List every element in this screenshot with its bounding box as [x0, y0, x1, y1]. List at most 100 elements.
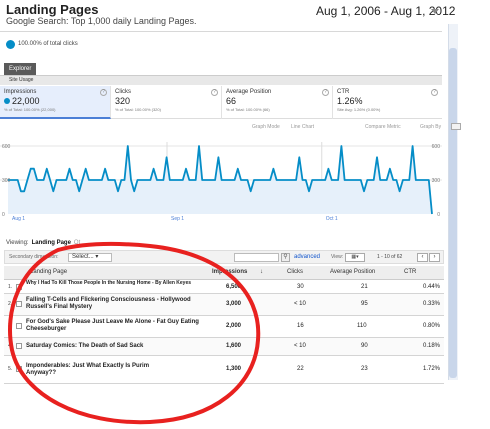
graph-by-label[interactable]: Graph By: [420, 124, 442, 130]
col-landing-page[interactable]: Landing Page: [30, 269, 68, 275]
table-row[interactable]: 2. Falling T-Cells and Flickering Consci…: [4, 294, 444, 316]
search-icon[interactable]: ⚲: [281, 253, 290, 262]
view-label: View:: [331, 254, 344, 260]
metric-value: 22,000: [4, 96, 110, 106]
pie-icon: [6, 40, 15, 49]
metric-value: 66: [226, 96, 237, 106]
tab-site-usage[interactable]: Site Usage: [9, 77, 34, 83]
row-checkbox[interactable]: [16, 366, 22, 372]
row-ctr: 0.44%: [423, 284, 441, 290]
row-checkbox[interactable]: [16, 284, 22, 290]
sort-down-icon[interactable]: ↓: [260, 269, 263, 275]
row-clicks: 22: [297, 366, 304, 372]
viewing-row: Viewing: Landing Page Ot: [6, 240, 80, 246]
table-row[interactable]: 3. For God's Sake Please Just Leave Me A…: [4, 316, 444, 338]
row-impressions: 2,000: [226, 323, 242, 329]
metric-total: % of Total: 100.00% (66): [226, 107, 270, 112]
row-checkbox[interactable]: [16, 301, 22, 307]
y-tick-label: 0: [437, 212, 440, 218]
metric-label: CTR: [337, 89, 350, 95]
line-chart-button[interactable]: Line Chart: [291, 124, 315, 130]
table-row[interactable]: 1. Why I Had To Kill Those People In the…: [4, 280, 444, 294]
row-ctr: 0.18%: [423, 343, 441, 349]
metric-label: Impressions: [4, 89, 37, 95]
secondary-dimension-select[interactable]: Select... ▾: [68, 253, 112, 262]
row-page-link[interactable]: Why I Had To Kill Those People In the Nu…: [26, 280, 192, 286]
metric-total: Site Avg: 1.26% (0.00%): [337, 107, 381, 112]
metric-value: 320: [115, 96, 131, 106]
col-ctr[interactable]: CTR: [404, 269, 417, 275]
metric-average-position[interactable]: Average Position 66 % of Total: 100.00% …: [222, 86, 333, 119]
row-checkbox[interactable]: [16, 343, 22, 349]
y-tick-label: 600: [432, 144, 441, 150]
row-avg-position: 21: [361, 284, 368, 290]
help-icon[interactable]: ?: [431, 89, 438, 96]
x-tick-label: Aug 1: [12, 216, 25, 222]
view-mode-select[interactable]: ▦▾: [345, 253, 365, 262]
compare-metric-button[interactable]: Compare Metric: [365, 124, 401, 130]
page-title: Landing Pages: [6, 2, 99, 17]
row-page-link[interactable]: For God's Sake Please Just Leave Me Alon…: [26, 319, 199, 332]
help-icon[interactable]: ?: [100, 89, 107, 96]
row-number: 1.: [8, 284, 13, 290]
help-icon[interactable]: ?: [211, 89, 218, 96]
row-clicks: 30: [297, 284, 304, 290]
metric-label: Average Position: [226, 89, 272, 95]
metric-impressions[interactable]: Impressions 22,000 % of Total: 100.00% (…: [0, 86, 111, 119]
chevron-right-icon: ›: [433, 254, 436, 260]
table-row[interactable]: 5. Imponderables: Just What Exactly Is P…: [4, 356, 444, 384]
row-page-link[interactable]: Falling T-Cells and Flickering Conscious…: [26, 297, 191, 310]
row-page-link[interactable]: Saturday Comics: The Death of Sad Sack: [26, 343, 144, 349]
graph-by-icon[interactable]: [451, 123, 461, 130]
chevron-down-icon[interactable]: [431, 9, 439, 14]
y-tick-label: 300: [2, 178, 11, 184]
table-view-icon: ▦: [351, 254, 357, 260]
help-icon[interactable]: ?: [322, 89, 329, 96]
row-number: 4.: [8, 343, 13, 349]
table-row[interactable]: 4. Saturday Comics: The Death of Sad Sac…: [4, 338, 444, 356]
date-range-picker[interactable]: Aug 1, 2006 - Aug 1, 2012: [316, 4, 456, 18]
metrics-bar: Impressions 22,000 % of Total: 100.00% (…: [0, 86, 442, 119]
col-impressions[interactable]: Impressions: [212, 269, 248, 275]
metric-value: 1.26%: [337, 96, 363, 106]
row-page-link[interactable]: Imponderables: Just What Exactly Is Puri…: [26, 363, 150, 376]
metric-total: % of Total: 100.00% (320): [115, 107, 161, 112]
table-search-input[interactable]: [234, 253, 279, 262]
header-divider: [0, 31, 442, 32]
prev-page-button[interactable]: ‹: [417, 253, 428, 262]
row-clicks: < 10: [294, 301, 306, 307]
row-avg-position: 23: [361, 366, 368, 372]
y-tick-label: 600: [2, 144, 11, 150]
metric-clicks[interactable]: Clicks 320 % of Total: 100.00% (320) ?: [111, 86, 222, 119]
row-clicks: 16: [297, 323, 304, 329]
subtab-bar: Site Usage: [0, 75, 442, 85]
x-tick-label: Sep 1: [171, 216, 184, 222]
page-subtitle: Google Search: Top 1,000 daily Landing P…: [6, 16, 197, 26]
x-tick-label: Oct 1: [326, 216, 338, 222]
tab-explorer[interactable]: Explorer: [4, 63, 37, 75]
viewing-label: Viewing:: [6, 240, 29, 246]
graph-mode-label[interactable]: Graph Mode: [252, 124, 280, 130]
y-tick-label: 0: [2, 212, 5, 218]
next-page-button[interactable]: ›: [429, 253, 440, 262]
tab-other[interactable]: Ot: [73, 240, 81, 246]
row-number: 3.: [8, 323, 13, 329]
row-ctr: 1.72%: [423, 366, 441, 372]
secondary-dimension-label: Secondary dimension:: [9, 254, 59, 260]
metric-total: % of Total: 100.00% (22,000): [4, 107, 56, 112]
scrollbar-thumb[interactable]: [449, 48, 457, 378]
tab-landing-page[interactable]: Landing Page: [31, 240, 71, 246]
table-header: Landing Page Impressions ↓ Clicks Averag…: [4, 266, 444, 280]
row-avg-position: 90: [361, 343, 368, 349]
row-number: 2.: [8, 301, 13, 307]
row-impressions: 1,300: [226, 366, 242, 372]
row-clicks: < 10: [294, 343, 306, 349]
advanced-filter-link[interactable]: advanced: [294, 254, 321, 260]
row-impressions: 1,600: [226, 343, 242, 349]
col-clicks[interactable]: Clicks: [287, 269, 303, 275]
col-average-position[interactable]: Average Position: [330, 269, 376, 275]
metric-ctr[interactable]: CTR 1.26% Site Avg: 1.26% (0.00%) ?: [333, 86, 442, 119]
row-avg-position: 95: [361, 301, 368, 307]
row-checkbox[interactable]: [16, 323, 22, 329]
series-line: [8, 145, 433, 215]
